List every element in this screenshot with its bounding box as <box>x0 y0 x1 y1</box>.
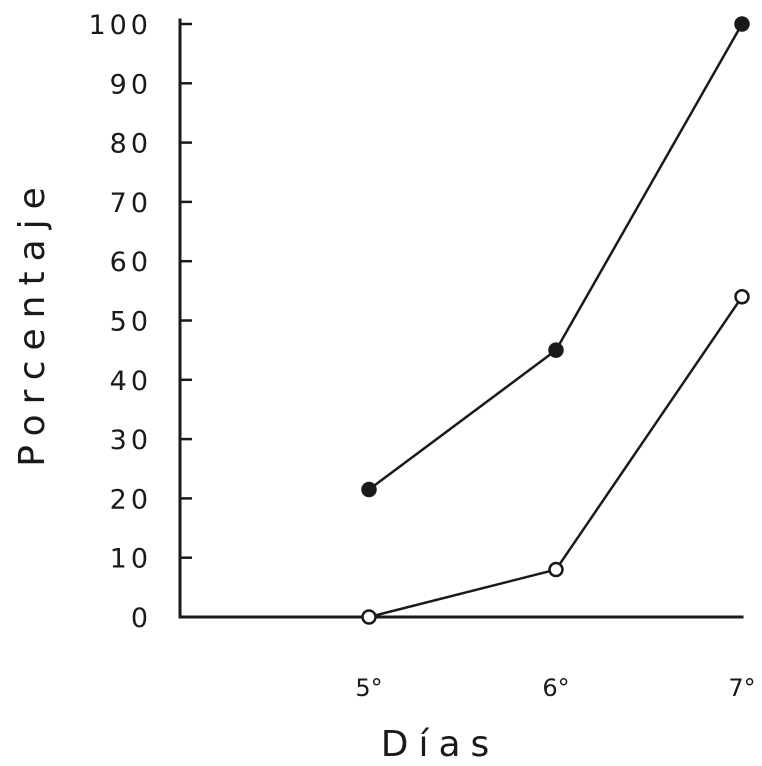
x-axis-title: Días <box>381 724 500 765</box>
y-tick-label: 80 <box>110 129 152 160</box>
y-tick-label: 60 <box>110 247 152 278</box>
y-axis-title: Porcentaje <box>12 177 53 467</box>
y-tick-label: 20 <box>110 484 152 515</box>
series-group <box>361 16 750 625</box>
y-tick-label: 100 <box>88 10 152 41</box>
y-axis-ticks: 0 10 20 30 40 50 60 70 80 90 100 <box>88 10 192 634</box>
filled-data-point <box>548 342 564 358</box>
x-tick-label: 5° <box>355 674 382 702</box>
open-data-point <box>361 609 377 625</box>
y-tick-label: 50 <box>110 307 152 338</box>
axes <box>178 18 744 619</box>
y-tick-label: 40 <box>110 366 152 397</box>
open-data-point <box>548 561 564 578</box>
y-tick-label: 0 <box>131 603 152 634</box>
x-tick-label: 7° <box>728 674 755 702</box>
filled-data-point <box>734 16 750 32</box>
filled-data-point <box>361 481 377 498</box>
x-tick-label: 6° <box>542 674 569 702</box>
series-2 <box>361 289 750 625</box>
y-tick-label: 30 <box>110 425 152 456</box>
y-tick-label: 10 <box>110 544 152 575</box>
y-tick-label: 90 <box>110 69 152 100</box>
series-line <box>368 23 744 491</box>
series-1 <box>361 16 750 498</box>
open-data-point <box>734 289 750 305</box>
x-axis-ticks: 5° 6° 7° <box>355 674 755 702</box>
y-tick-label: 70 <box>110 188 152 219</box>
